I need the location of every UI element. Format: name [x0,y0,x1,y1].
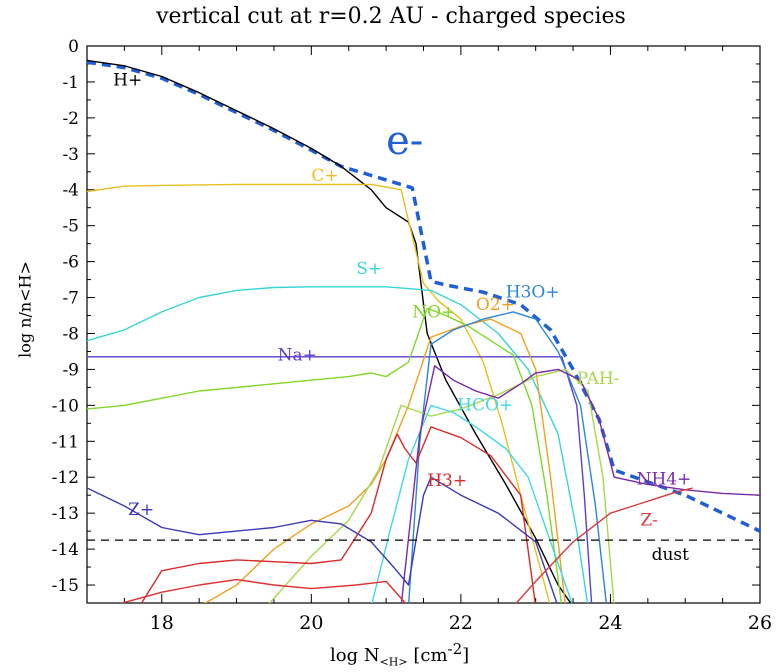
y-tick-label: -4 [62,181,79,201]
x-tick-label: 18 [150,612,174,634]
x-axis-label-exp: -2 [447,640,463,658]
y-tick-label: -9 [62,360,79,380]
series-label-h3o: H3O+ [506,283,560,303]
series-line-c [87,183,551,603]
x-axis-label-sub: <H> [379,655,408,669]
series-line-hco [371,404,573,603]
series-line-z [87,476,558,603]
series-label-s: S+ [356,259,382,279]
series-label-z: Z- [640,511,658,531]
series-line-s [87,286,589,603]
series-line-h3 [140,426,536,603]
x-axis-label: log N<H> [cm-2] [330,640,469,669]
series-label-nh4: NH4+ [637,469,692,489]
y-tick-label: -13 [52,504,79,524]
series-group [87,59,760,603]
plot-frame [86,45,761,604]
y-tick-label: -1 [62,73,79,93]
x-axis-label-close: ] [462,645,470,666]
series-line-nh4 [400,365,760,603]
y-tick-label: -11 [52,432,79,452]
y-tick-label: -3 [62,145,79,165]
series-label-z: Z+ [128,500,154,520]
series-label-h3: H3+ [427,471,467,491]
y-tick-label: -12 [52,468,79,488]
x-tick-label: 20 [299,612,323,634]
series-label-e: e- [386,118,423,164]
y-tick-label: -6 [62,253,79,273]
series-line-z [515,487,693,603]
series-line-h [87,59,572,603]
series-label-o2: O2+ [476,295,515,315]
y-tick-label: 0 [68,37,79,57]
series-label-pah: PAH- [577,369,620,389]
x-axis-label-main: log N [330,645,380,666]
dust-label: dust [652,545,690,565]
y-tick-label: -7 [62,289,79,309]
series-line-na [87,356,593,603]
x-tick-label: 22 [449,612,473,634]
y-tick-label: -10 [52,396,79,416]
y-tick-label: -14 [52,540,79,560]
series-label-na: Na+ [278,345,317,365]
series-label-no: NO+ [412,302,455,322]
series-line-pah [268,368,615,603]
series-line-e [87,60,760,533]
y-tick-label: -8 [62,324,79,344]
x-axis-label-unit: [cm [413,645,448,666]
series-label-h: H+ [113,71,142,91]
x-tick-label: 26 [748,612,772,634]
series-line-unlabeled-14 [119,578,407,603]
chart-title: vertical cut at r=0.2 AU - charged speci… [156,4,626,29]
series-line-h3o [408,311,608,603]
y-tick-label: -5 [62,217,79,237]
x-tick-label: 24 [598,612,622,634]
y-tick-label: -2 [62,109,79,129]
series-label-c: C+ [311,166,338,186]
series-label-hco: HCO+ [457,396,513,416]
series-line-no [87,307,563,603]
y-tick-label: -15 [52,576,79,596]
